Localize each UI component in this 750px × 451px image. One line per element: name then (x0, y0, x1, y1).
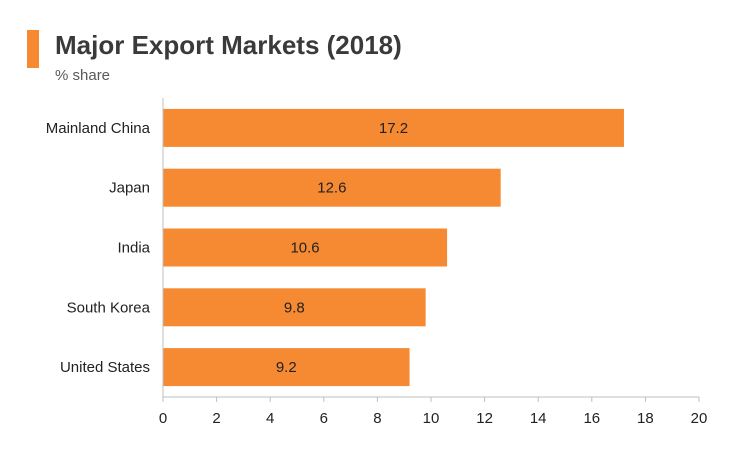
x-tick-label: 12 (476, 410, 493, 427)
data-label: 9.2 (276, 359, 297, 376)
x-tick-label: 4 (266, 410, 274, 427)
x-tick-label: 10 (423, 410, 440, 427)
x-tick-label: 18 (637, 410, 654, 427)
x-tick-label: 6 (320, 410, 328, 427)
chart-title: Major Export Markets (2018) (55, 30, 402, 60)
data-label: 9.8 (284, 299, 305, 316)
data-label: 12.6 (317, 180, 346, 197)
bar (163, 228, 448, 267)
bar (163, 348, 410, 387)
data-label: 10.6 (290, 240, 319, 257)
x-tick-label: 8 (373, 410, 381, 427)
category-label: India (117, 240, 150, 257)
x-tick-label: 16 (583, 410, 600, 427)
category-label: South Korea (67, 299, 151, 316)
category-label: Japan (109, 180, 150, 197)
x-tick-label: 2 (212, 410, 220, 427)
x-tick-label: 0 (159, 410, 167, 427)
x-tick-label: 14 (530, 410, 547, 427)
chart-subtitle: % share (55, 67, 111, 84)
category-label: United States (60, 359, 150, 376)
bar (163, 288, 426, 327)
x-tick-label: 20 (691, 410, 708, 427)
bar (163, 108, 624, 147)
bar (163, 168, 501, 207)
category-label: Mainland China (46, 120, 151, 137)
title-accent-bar (27, 30, 39, 68)
data-label: 17.2 (379, 120, 408, 137)
